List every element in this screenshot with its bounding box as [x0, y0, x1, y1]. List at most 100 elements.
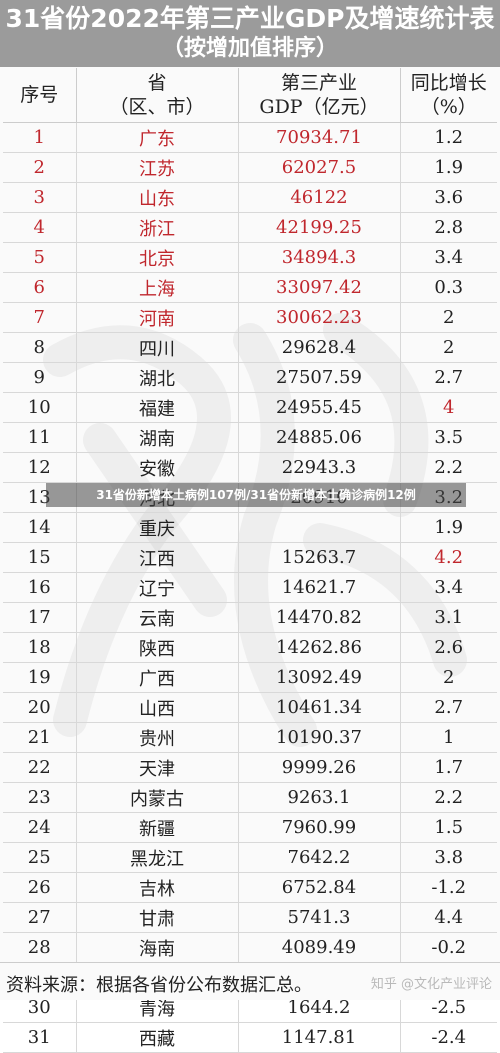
gdp-cell: 4089.49	[238, 932, 401, 963]
growth-cell: 1.9	[400, 152, 497, 183]
rank-cell: 21	[3, 722, 77, 753]
province-cell: 海南	[76, 932, 239, 963]
growth-cell: 2.8	[400, 212, 497, 243]
rank-cell: 26	[3, 872, 77, 903]
gdp-cell: 27507.59	[238, 362, 401, 393]
table-body: 1 广东 70934.71 1.2 2 江苏 62027.5 1.9 3 山东 46122 3.6 4 浙…	[3, 122, 497, 1053]
footer: 资料来源：根据各省份公布数据汇总。 知乎 @文化产业评论	[0, 962, 500, 1000]
growth-cell: 3.4	[400, 572, 497, 603]
growth-cell: 2.2	[400, 452, 497, 483]
column-header-rank: 序号	[3, 68, 77, 123]
growth-cell: -2.4	[400, 1022, 497, 1053]
column-header-label: 第三产业	[280, 72, 357, 94]
table-row: 5 北京 34894.3 3.4	[3, 242, 497, 273]
province-cell: 广东	[76, 122, 239, 153]
gdp-cell: 9263.1	[238, 782, 401, 813]
gdp-cell: 14262.86	[238, 632, 401, 663]
growth-cell: 4.4	[400, 902, 497, 933]
growth-cell: 2.7	[400, 692, 497, 723]
growth-cell: 1.5	[400, 812, 497, 843]
province-cell: 山东	[76, 182, 239, 213]
rank-cell: 25	[3, 842, 77, 873]
rank-cell: 10	[3, 392, 77, 423]
rank-cell: 27	[3, 902, 77, 933]
gdp-cell: 14470.82	[238, 602, 401, 633]
table-row: 17 云南 14470.82 3.1	[3, 602, 497, 633]
gdp-cell: 70934.71	[238, 122, 401, 153]
rank-cell: 17	[3, 602, 77, 633]
province-cell: 福建	[76, 392, 239, 423]
table-row: 3 山东 46122 3.6	[3, 182, 497, 213]
rank-cell: 24	[3, 812, 77, 843]
table-row: 28 海南 4089.49 -0.2	[3, 932, 497, 963]
province-cell: 河南	[76, 302, 239, 333]
column-header-sublabel: （%）	[420, 96, 477, 118]
table-row: 6 上海 33097.42 0.3	[3, 272, 497, 303]
province-cell: 陕西	[76, 632, 239, 663]
source-note: 资料来源：根据各省份公布数据汇总。	[6, 975, 312, 996]
province-cell: 重庆	[76, 512, 239, 543]
province-cell: 湖北	[76, 362, 239, 393]
growth-cell: 3.4	[400, 242, 497, 273]
rank-cell: 14	[3, 512, 77, 543]
gdp-cell: 46122	[238, 182, 401, 213]
growth-cell: -0.2	[400, 932, 497, 963]
rank-cell: 9	[3, 362, 77, 393]
rank-cell: 5	[3, 242, 77, 273]
table-row: 19 广西 13092.49 2	[3, 662, 497, 693]
growth-cell: 2.6	[400, 632, 497, 663]
growth-cell: 1.9	[400, 512, 497, 543]
table-row: 14 重庆 1.9	[3, 512, 497, 543]
growth-cell: 1.2	[400, 122, 497, 153]
rank-cell: 8	[3, 332, 77, 363]
rank-cell: 7	[3, 302, 77, 333]
table-row: 16 辽宁 14621.7 3.4	[3, 572, 497, 603]
gdp-cell: 24885.06	[238, 422, 401, 453]
table-row: 21 贵州 10190.37 1	[3, 722, 497, 753]
rank-cell: 15	[3, 542, 77, 573]
province-cell: 湖南	[76, 422, 239, 453]
growth-cell: 1	[400, 722, 497, 753]
table-row: 20 山西 10461.34 2.7	[3, 692, 497, 723]
gdp-cell: 7960.99	[238, 812, 401, 843]
province-cell: 吉林	[76, 872, 239, 903]
page-title: 31省份2022年第三产业GDP及增速统计表	[5, 4, 495, 33]
growth-cell: 4	[400, 392, 497, 423]
growth-cell: 3.1	[400, 602, 497, 633]
rank-cell: 3	[3, 182, 77, 213]
province-cell: 四川	[76, 332, 239, 363]
gdp-cell: 15263.7	[238, 542, 401, 573]
table-row: 18 陕西 14262.86 2.6	[3, 632, 497, 663]
column-header-sublabel: （区、市）	[109, 96, 205, 118]
province-cell: 浙江	[76, 212, 239, 243]
gdp-cell: 22943.3	[238, 452, 401, 483]
table-row: 26 吉林 6752.84 -1.2	[3, 872, 497, 903]
table-row: 31 西藏 1147.81 -2.4	[3, 1022, 497, 1053]
column-header-label: 同比增长	[410, 72, 487, 94]
growth-cell: 2	[400, 662, 497, 693]
rank-cell: 2	[3, 152, 77, 183]
table-row: 23 内蒙古 9263.1 2.2	[3, 782, 497, 813]
province-cell: 内蒙古	[76, 782, 239, 813]
gdp-cell: 42199.25	[238, 212, 401, 243]
column-header-sublabel: GDP（亿元）	[259, 96, 379, 118]
growth-cell: 4.2	[400, 542, 497, 573]
province-cell: 江西	[76, 542, 239, 573]
gdp-cell: 14621.7	[238, 572, 401, 603]
gdp-cell: 5741.3	[238, 902, 401, 933]
province-cell: 天津	[76, 752, 239, 783]
column-header-province: 省（区、市）	[76, 68, 239, 123]
column-header-label: 序号	[20, 84, 59, 106]
gdp-cell: 30062.23	[238, 302, 401, 333]
page-subtitle: （按增加值排序）	[161, 36, 338, 61]
rank-cell: 28	[3, 932, 77, 963]
growth-cell: -1.2	[400, 872, 497, 903]
table-row: 4 浙江 42199.25 2.8	[3, 212, 497, 243]
news-banner[interactable]: 31省份新增本土病例107例/31省份新增本土确诊病例12例	[46, 483, 466, 507]
gdp-cell: 13092.49	[238, 662, 401, 693]
growth-cell: 3.5	[400, 422, 497, 453]
table-header-row: 序号 省（区、市） 第三产业 GDP（亿元） 同比增长 （%）	[3, 68, 497, 123]
growth-cell: 2.2	[400, 782, 497, 813]
growth-cell: 1.7	[400, 752, 497, 783]
rank-cell: 16	[3, 572, 77, 603]
